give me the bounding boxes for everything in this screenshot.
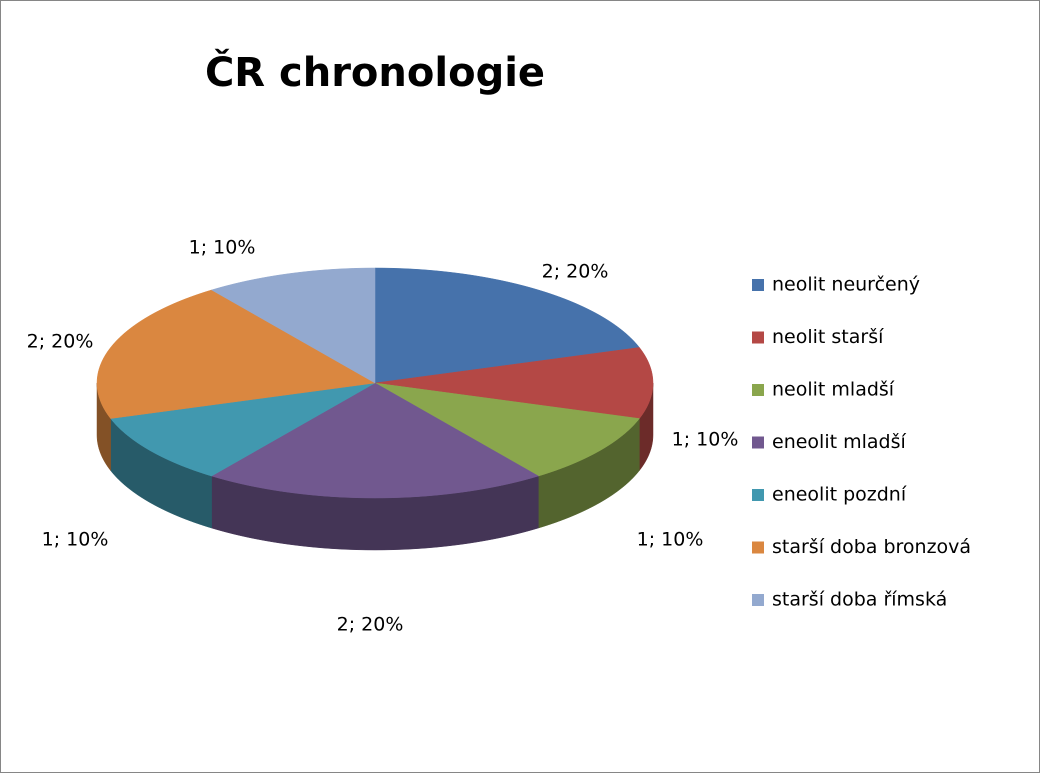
data-label: 2; 20%: [542, 261, 609, 283]
pie-slice: [374, 382, 640, 477]
legend-label: starší doba římská: [772, 589, 947, 611]
chart-title: ČR chronologie: [205, 48, 545, 96]
legend-label: starší doba bronzová: [772, 536, 971, 558]
legend-label: eneolit pozdní: [772, 484, 907, 506]
legend-swatch: [752, 331, 764, 344]
pie-slice: [96, 289, 376, 419]
pie-slice: [374, 347, 654, 419]
legend-label: neolit neurčený: [772, 274, 920, 296]
legend-label: neolit starší: [772, 326, 884, 348]
data-label: 2; 20%: [337, 614, 404, 636]
pie-slice: [110, 382, 376, 477]
legend-swatch: [752, 384, 764, 396]
legend-label: neolit mladší: [772, 379, 895, 401]
pie-slice: [374, 267, 640, 384]
legend-swatch: [752, 594, 764, 606]
legend-label: eneolit mladší: [772, 431, 906, 453]
data-label: 1; 10%: [637, 529, 704, 551]
legend-swatch: [752, 541, 764, 554]
data-label: 2; 20%: [27, 331, 94, 353]
legend-swatch: [752, 489, 764, 501]
data-label: 1; 10%: [42, 529, 109, 551]
legend-swatch: [752, 279, 764, 291]
pie-slice: [210, 267, 376, 384]
legend-swatch: [752, 436, 764, 449]
data-label: 1; 10%: [189, 237, 256, 259]
pie-slice: [210, 382, 540, 499]
data-label: 1; 10%: [672, 429, 739, 451]
